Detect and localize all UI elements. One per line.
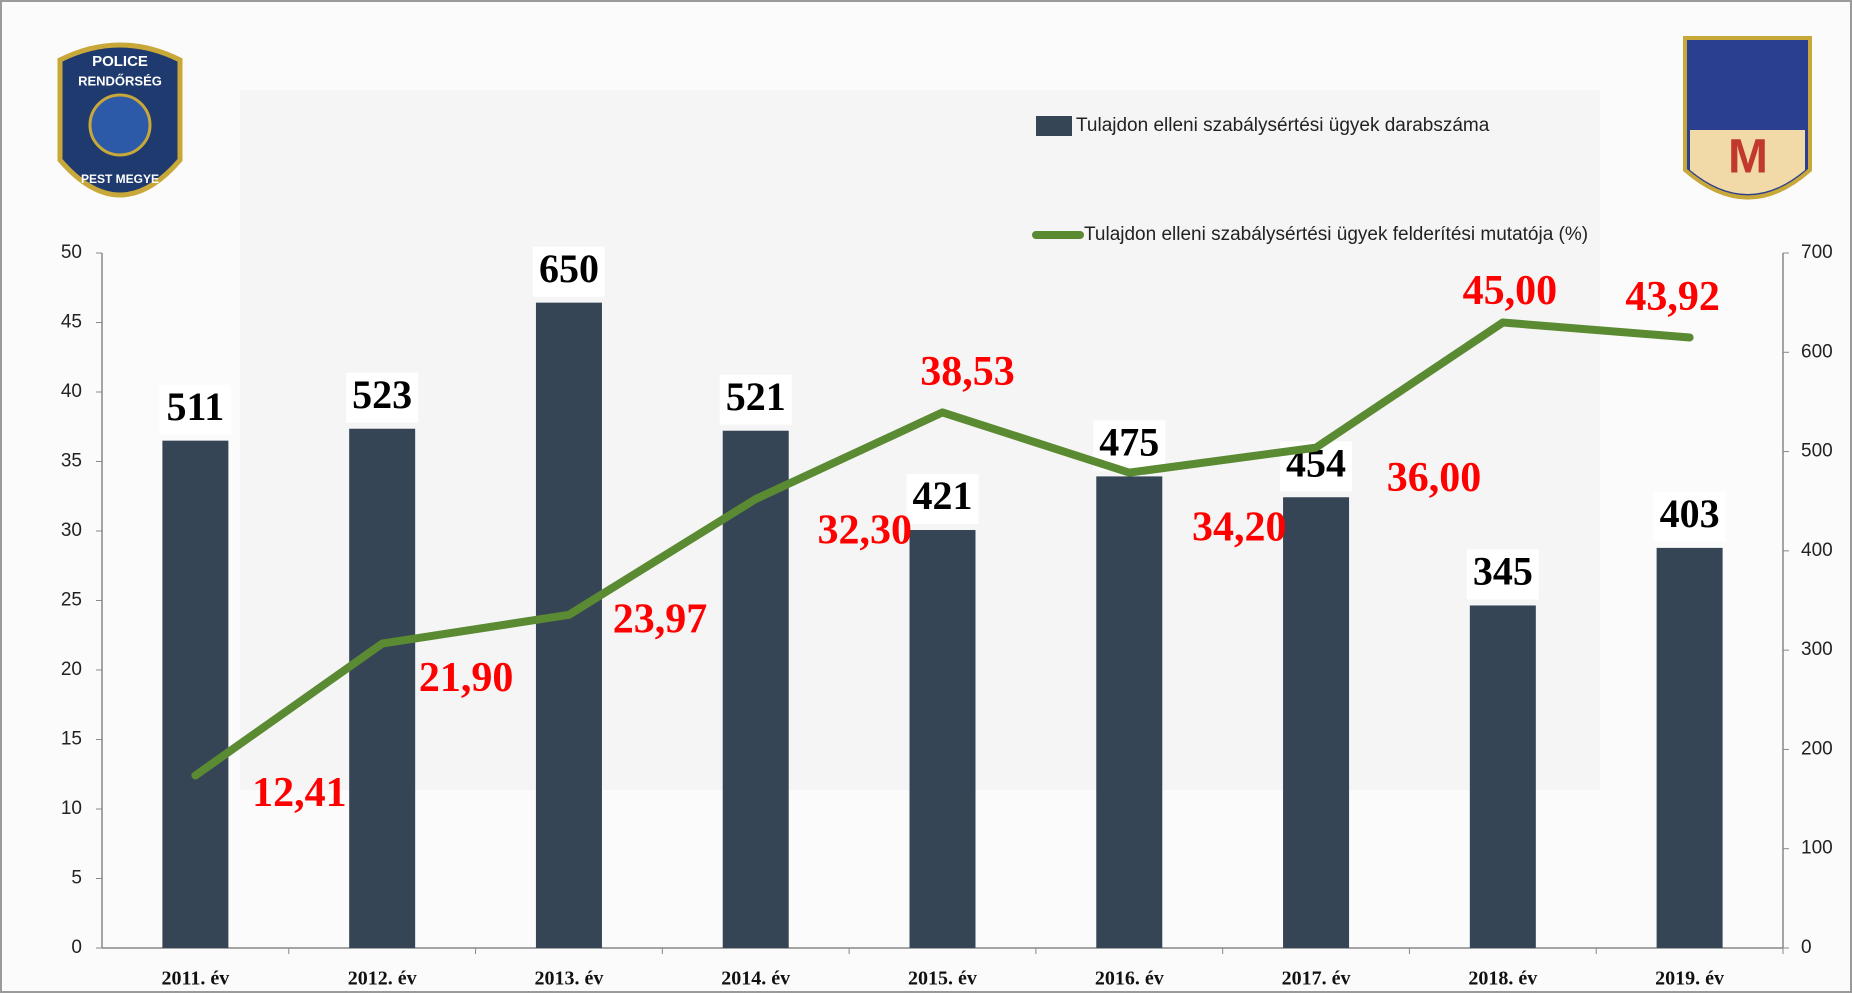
y2-tick-label: 700 [1801, 242, 1833, 263]
legend-label: Tulajdon elleni szabálysértési ügyek fel… [1084, 224, 1588, 245]
y-tick-label: 30 [61, 520, 82, 541]
x-tick-label: 2015. év [908, 968, 977, 990]
line-label: 12,41 [252, 770, 347, 816]
bar [723, 431, 789, 948]
bar-label: 421 [913, 473, 973, 518]
bar-label: 403 [1660, 491, 1720, 536]
police-logo: POLICE RENDŐRSÉG PEST MEGYE [60, 45, 180, 195]
x-tick-label: 2014. év [721, 968, 790, 990]
y-tick-label: 50 [61, 242, 82, 263]
crest-letter: M [1728, 131, 1768, 184]
town-crest: M [1685, 38, 1810, 198]
line-label: 23,97 [613, 596, 708, 642]
bar-label: 511 [166, 384, 224, 429]
y2-tick-label: 400 [1801, 540, 1833, 561]
emblem [90, 95, 150, 155]
legend-label: Tulajdon elleni szabálysértési ügyek dar… [1076, 115, 1490, 136]
line-label: 36,00 [1387, 455, 1482, 501]
line-label: 45,00 [1463, 268, 1558, 314]
logo-text: POLICE [92, 53, 148, 70]
y2-tick-label: 300 [1801, 639, 1833, 660]
line-label: 43,92 [1625, 274, 1720, 320]
legend-swatch [1036, 116, 1072, 136]
logo-text: PEST MEGYE [81, 172, 159, 186]
bar [1096, 476, 1162, 948]
bar [1283, 497, 1349, 948]
logo-text: RENDŐRSÉG [78, 73, 162, 88]
x-tick-label: 2012. év [348, 968, 417, 990]
y-tick-label: 25 [61, 590, 82, 611]
bar-label: 345 [1473, 549, 1533, 594]
bar-label: 475 [1099, 420, 1159, 465]
y-tick-label: 20 [61, 659, 82, 680]
bar [1657, 548, 1723, 948]
y2-tick-label: 100 [1801, 838, 1833, 859]
x-tick-label: 2016. év [1095, 968, 1164, 990]
x-tick-label: 2018. év [1468, 968, 1537, 990]
y2-tick-label: 0 [1801, 937, 1812, 958]
bar [1470, 605, 1536, 948]
y-tick-label: 40 [61, 381, 82, 402]
chart: POLICE RENDŐRSÉG PEST MEGYE M 0 5 10 15 20 25… [0, 0, 1852, 993]
y-tick-label: 45 [61, 312, 82, 333]
bar-label: 650 [539, 246, 599, 291]
y2-tick-label: 500 [1801, 441, 1833, 462]
line-label: 34,20 [1192, 504, 1287, 550]
x-tick-label: 2019. év [1655, 968, 1724, 990]
y-tick-label: 10 [61, 798, 82, 819]
y2-tick-label: 200 [1801, 738, 1833, 759]
line-label: 32,30 [817, 508, 912, 554]
x-tick-label: 2011. év [161, 968, 229, 990]
bar [536, 303, 602, 948]
bar-label: 521 [726, 374, 786, 419]
y2-tick-label: 600 [1801, 341, 1833, 362]
x-tick-label: 2017. év [1282, 968, 1351, 990]
y-tick-label: 15 [61, 729, 82, 750]
y-tick-label: 0 [71, 937, 82, 958]
line-label: 21,90 [419, 655, 514, 701]
bar [910, 530, 976, 948]
y-tick-label: 5 [71, 868, 82, 889]
x-tick-label: 2013. év [534, 968, 603, 990]
bar [162, 441, 228, 948]
bar [349, 429, 415, 948]
y-tick-label: 35 [61, 451, 82, 472]
bar-label: 523 [352, 372, 412, 417]
line-label: 38,53 [920, 349, 1015, 395]
